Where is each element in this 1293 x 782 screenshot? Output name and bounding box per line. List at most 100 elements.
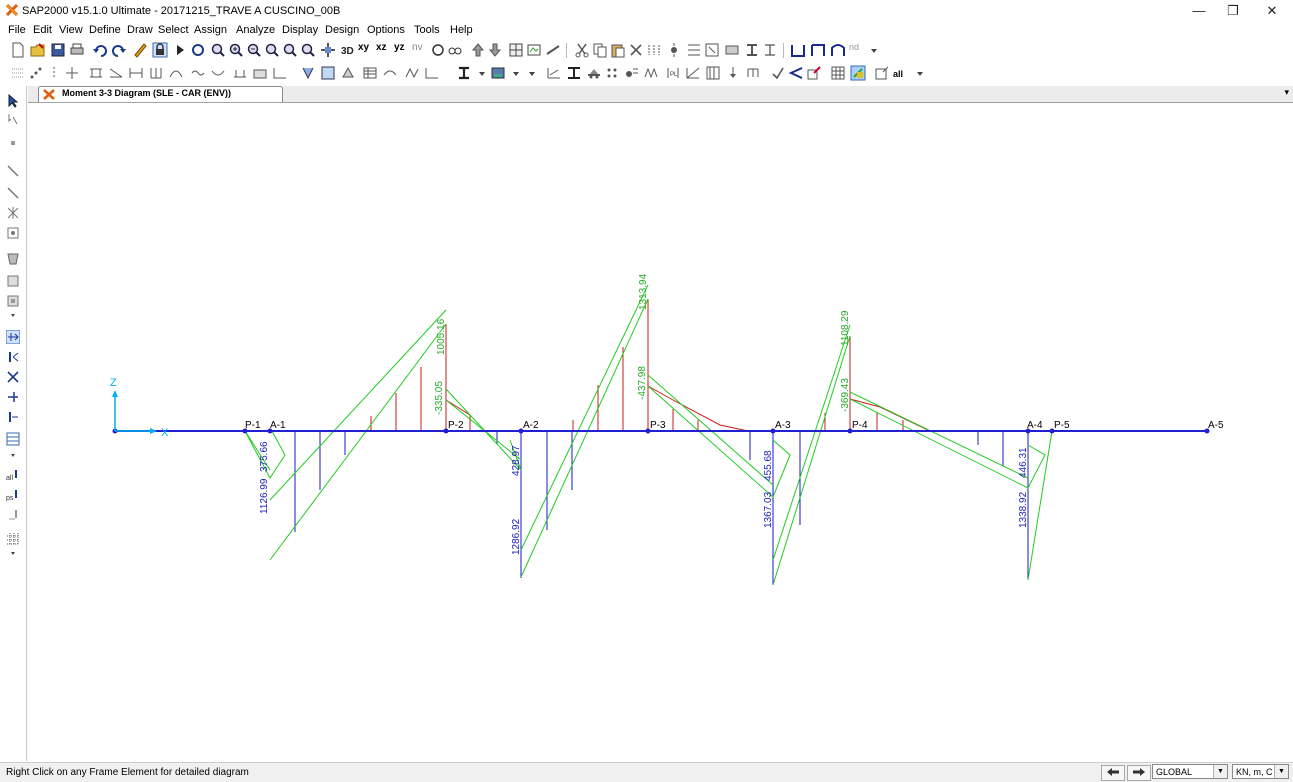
object-shrink-icon[interactable] [508, 42, 524, 58]
menu-options[interactable]: Options [367, 24, 405, 36]
print-icon[interactable] [69, 42, 85, 58]
show-clear-icon[interactable] [6, 508, 20, 522]
edit-frame-icon[interactable] [806, 65, 822, 81]
quick-draw-area-icon[interactable] [6, 294, 20, 308]
rotate-3d-icon[interactable] [430, 42, 446, 58]
model-view-canvas[interactable]: Z X P-1 A-1 P-2 A-2 P-3 A-3 P-4 A-4 P-5 … [28, 103, 1293, 761]
zoom-in-icon[interactable] [228, 42, 244, 58]
dropdown-arrow-icon[interactable] [912, 65, 928, 81]
draw-solid-icon[interactable] [272, 65, 288, 81]
draw-rect-area-icon[interactable] [6, 274, 20, 288]
menu-edit[interactable]: Edit [33, 24, 52, 36]
close-button[interactable]: ✕ [1266, 3, 1278, 18]
view-xz-button[interactable]: xz [376, 42, 387, 53]
menu-tools[interactable]: Tools [414, 24, 440, 36]
dropdown-arrow-icon[interactable] [866, 42, 882, 58]
menu-draw[interactable]: Draw [127, 24, 153, 36]
draw-link-icon[interactable] [168, 65, 184, 81]
dropdown-arrow-icon[interactable] [508, 65, 524, 81]
dropdown-arrow-icon[interactable] [524, 65, 540, 81]
frame-loads-point-icon[interactable] [725, 65, 741, 81]
frame-releases-icon[interactable]: PL [665, 65, 681, 81]
select-all-icon[interactable] [6, 350, 20, 364]
show-mode-icon[interactable] [404, 65, 420, 81]
display-options-icon[interactable] [6, 432, 20, 446]
show-deformed-icon[interactable] [382, 65, 398, 81]
view-yz-button[interactable]: yz [394, 42, 405, 53]
redo-icon[interactable] [111, 42, 127, 58]
zoom-fit-icon[interactable] [282, 42, 298, 58]
zoom-previous-icon[interactable] [264, 42, 280, 58]
select-highlight-icon[interactable] [850, 65, 866, 81]
set-display-options-icon[interactable] [526, 42, 542, 58]
replicate-icon[interactable] [646, 42, 662, 58]
zoom-all-icon[interactable] [300, 42, 316, 58]
minimize-button[interactable]: — [1192, 3, 1206, 18]
joint-restraint-icon[interactable] [624, 65, 640, 81]
deselect-icon[interactable] [6, 370, 20, 384]
dropdown-arrow-icon[interactable] [6, 448, 20, 462]
dropdown-arrow-icon[interactable] [6, 308, 20, 322]
show-loads-icon[interactable] [300, 65, 316, 81]
quick-draw-frame-icon[interactable] [88, 65, 104, 81]
3d-view-icon[interactable]: 3D [340, 42, 356, 58]
next-arrow-button[interactable] [1127, 765, 1151, 781]
pan-icon[interactable] [320, 42, 336, 58]
tab-moment-diagram[interactable]: Moment 3-3 Diagram (SLE - CAR (ENV)) [38, 86, 283, 102]
zoom-out-icon[interactable] [246, 42, 262, 58]
grid-display-icon[interactable] [6, 532, 20, 546]
refresh-icon[interactable] [190, 42, 206, 58]
draw-frame-icon[interactable] [810, 42, 826, 58]
menu-select[interactable]: Select [158, 24, 189, 36]
view-xy-button[interactable]: xy [358, 42, 370, 53]
section-designer-icon[interactable] [456, 65, 472, 81]
delete-icon[interactable] [628, 42, 644, 58]
new-model-icon[interactable] [10, 42, 26, 58]
draw-shell-icon[interactable] [232, 65, 248, 81]
draw-area-icon[interactable] [252, 65, 268, 81]
zoom-window-icon[interactable] [210, 42, 226, 58]
draw-poly-area-icon[interactable] [6, 252, 20, 266]
paste-icon[interactable] [610, 42, 626, 58]
assign-joint-icon[interactable] [666, 42, 682, 58]
draw-arch-icon[interactable] [830, 42, 846, 58]
frame-loads-distributed-icon[interactable] [745, 65, 761, 81]
menu-view[interactable]: View [59, 24, 83, 36]
draw-grid-icon[interactable] [148, 65, 164, 81]
pencil-icon[interactable] [132, 42, 148, 58]
draw-braces-tool-icon[interactable] [6, 206, 20, 220]
menu-analyze[interactable]: Analyze [236, 24, 276, 36]
nd-button[interactable]: nd [849, 42, 860, 52]
save-icon[interactable] [50, 42, 66, 58]
previous-selection-icon[interactable] [6, 390, 20, 404]
draw-tendon-icon[interactable] [190, 65, 206, 81]
menu-display[interactable]: Display [282, 24, 319, 36]
grid-table-icon[interactable] [830, 65, 846, 81]
draw-secondary-icon[interactable] [128, 65, 144, 81]
menu-design[interactable]: Design [325, 24, 360, 36]
joint-springs-icon[interactable] [643, 65, 659, 81]
menu-assign[interactable]: Assign [194, 24, 228, 36]
frame-end-offsets-icon[interactable] [685, 65, 701, 81]
dropdown-arrow-icon[interactable] [6, 546, 20, 560]
show-forces-icon[interactable] [320, 65, 336, 81]
assign-area-icon[interactable] [724, 42, 740, 58]
section-properties-icon[interactable] [744, 42, 760, 58]
run-analysis-icon[interactable] [172, 42, 188, 58]
cut-icon[interactable] [574, 42, 590, 58]
select-intersecting-line-icon[interactable] [6, 330, 20, 344]
draw-frame-tool-icon[interactable] [6, 164, 20, 178]
menu-help[interactable]: Help [450, 24, 473, 36]
assign-frame-icon[interactable] [686, 42, 702, 58]
open-icon[interactable] [30, 42, 46, 58]
dropdown-arrow-icon[interactable] [474, 65, 490, 81]
show-stresses-icon[interactable] [340, 65, 356, 81]
show-undeformed-icon[interactable] [545, 42, 561, 58]
move-down-icon[interactable] [487, 42, 503, 58]
quick-draw-frame-tool-icon[interactable] [6, 186, 20, 200]
beam-section-icon[interactable] [566, 65, 582, 81]
grid-snap-icon[interactable] [10, 65, 26, 81]
check-icon[interactable] [770, 65, 786, 81]
lock-icon[interactable] [152, 42, 168, 58]
section-i-icon[interactable] [762, 42, 778, 58]
